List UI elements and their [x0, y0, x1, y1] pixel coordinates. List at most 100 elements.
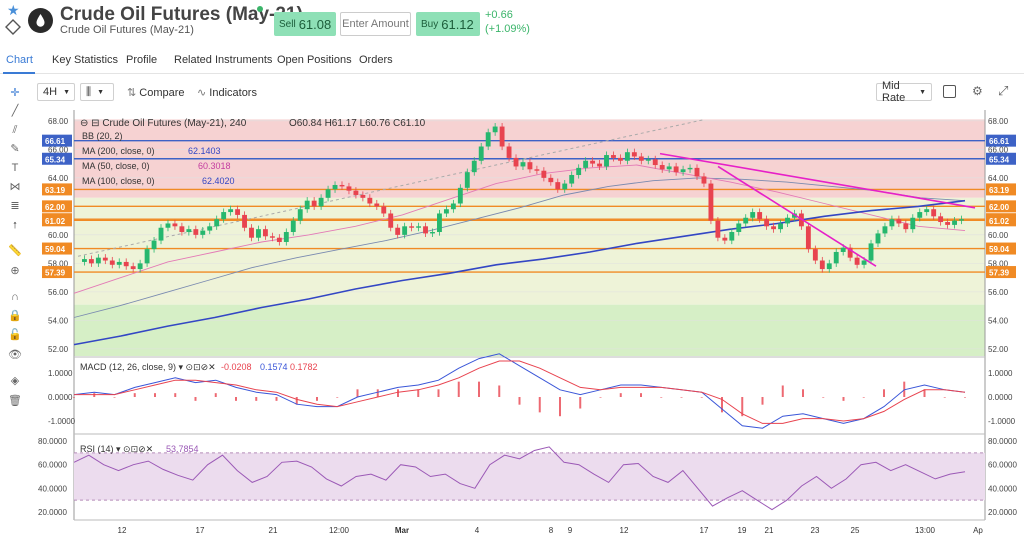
tab-chart[interactable]: Chart	[6, 54, 33, 66]
fullscreen-icon[interactable]: ⤢	[998, 83, 1009, 98]
macd-axis-right-label: 1.0000	[988, 369, 1013, 378]
arrow-up-icon[interactable]: ↑	[12, 219, 18, 231]
buy-label: Buy	[421, 18, 439, 30]
macd-histogram-bar	[781, 385, 784, 397]
price-badge-right-label: 61.02	[989, 217, 1010, 226]
macd-histogram-bar	[883, 389, 885, 397]
buy-button[interactable]: Buy 61.12	[416, 12, 480, 36]
candle-body	[339, 184, 345, 187]
pencil-icon[interactable]: ✎	[10, 143, 20, 155]
macd-histogram-bar	[842, 397, 845, 401]
price-badge-right	[986, 152, 1016, 165]
price-axis-left-label: 64.00	[48, 174, 69, 183]
candle-body	[583, 160, 589, 168]
candle-body	[736, 223, 742, 233]
price-axis-left-label: 54.00	[48, 316, 69, 325]
tab-profile[interactable]: Profile	[126, 54, 158, 66]
chart-type-select[interactable]: ⫼ ▼	[80, 83, 114, 101]
ma50-line	[73, 164, 966, 294]
macd-value-1: -0.0208	[221, 362, 252, 372]
macd-histogram-bar	[619, 393, 622, 397]
chart-toolbar: 4H ▼ ⫼ ▼ ⇅ Compare ∿ Indicators Mid Rate…	[30, 80, 1024, 104]
candle-body	[506, 146, 512, 158]
tab-bar: Chart Key Statistics Profile Related Ins…	[0, 46, 1024, 74]
x-axis-label: 21	[269, 526, 278, 535]
macd-histogram-bar	[356, 389, 359, 397]
x-axis-label: 25	[851, 526, 860, 535]
pattern-icon[interactable]: ⋈	[9, 181, 21, 193]
amount-input[interactable]: Enter Amount	[340, 12, 411, 36]
crosshair-icon[interactable]: ✛	[10, 87, 20, 99]
sell-button[interactable]: Sell 61.08	[274, 12, 336, 36]
candle-body	[659, 165, 665, 170]
candle-body	[200, 230, 206, 235]
candle-body	[597, 163, 602, 167]
tab-related-instruments[interactable]: Related Instruments	[174, 54, 273, 66]
change-absolute: +0.66	[485, 9, 513, 21]
price-badge-left-label: 66.61	[45, 137, 66, 146]
price-badge-left	[42, 214, 72, 227]
snapshot-icon[interactable]	[943, 85, 956, 98]
candle-body	[624, 152, 630, 161]
lock-draw-icon[interactable]: 🔒	[8, 310, 22, 322]
candle-body	[562, 183, 568, 190]
candle-body	[478, 146, 484, 161]
price-mode-select[interactable]: Mid Rate ▼	[876, 80, 932, 104]
trash-icon[interactable]: 🗑	[8, 395, 22, 407]
rsi-legend: RSI (14) ▾ ⊙⊡⊘✕	[80, 444, 153, 454]
sell-price: 61.08	[298, 16, 332, 32]
candle-body	[673, 166, 679, 173]
timeframe-select[interactable]: 4H ▼	[37, 83, 75, 101]
bb-legend: BB (20, 2)	[82, 131, 123, 141]
macd-axis-left-label: 1.0000	[48, 369, 73, 378]
ruler-icon[interactable]: 📏	[8, 245, 22, 257]
candle-body	[186, 229, 192, 233]
candle-body	[235, 209, 241, 215]
eye-icon[interactable]: 👁	[8, 349, 22, 361]
channel-icon[interactable]: ⫽	[12, 124, 18, 136]
support-zone	[74, 304, 985, 356]
tab-orders[interactable]: Orders	[359, 54, 393, 66]
candle-body	[109, 260, 115, 265]
macd-histogram-bar	[640, 393, 642, 397]
candle-body	[395, 227, 401, 235]
x-axis-label: Mar	[395, 526, 409, 535]
macd-histogram-bar	[700, 397, 703, 398]
candle-body	[388, 213, 394, 228]
trendline-icon[interactable]: ╱	[11, 105, 19, 117]
candle-body	[457, 187, 463, 204]
fibonacci-icon[interactable]: ≣	[10, 200, 20, 212]
macd-axis-right-label: -1.0000	[988, 417, 1016, 426]
zoom-icon[interactable]: ⊕	[10, 265, 20, 277]
unlock-icon[interactable]: 🔓	[8, 329, 22, 341]
macd-histogram-bar	[437, 389, 440, 397]
candle-body	[652, 159, 658, 166]
x-axis-label: 21	[765, 526, 774, 535]
indicators-button[interactable]: ∿ Indicators	[197, 86, 257, 99]
price-axis-right-label: 54.00	[988, 316, 1009, 325]
instrument-header: ★ Crude Oil Futures (May-21) Crude Oil F…	[0, 0, 1024, 44]
gear-icon[interactable]: ⚙	[972, 84, 983, 98]
candle-body	[367, 197, 373, 204]
price-axis-right-label: 58.00	[988, 259, 1009, 268]
candle-body	[764, 219, 770, 227]
candle-body	[130, 266, 136, 270]
compare-button[interactable]: ⇅ Compare	[127, 86, 185, 99]
text-tool-icon[interactable]: T	[11, 162, 19, 174]
candle-body	[430, 232, 435, 234]
macd-histogram-bar	[862, 397, 865, 398]
layers-icon[interactable]: ◈	[10, 375, 20, 387]
tab-key-statistics[interactable]: Key Statistics	[52, 54, 119, 66]
price-mode-value: Mid Rate	[882, 80, 906, 104]
candle-body	[207, 226, 213, 231]
tab-open-positions[interactable]: Open Positions	[277, 54, 352, 66]
favorite-star-icon[interactable]: ★	[7, 2, 20, 18]
rsi-axis-left-label: 80.0000	[38, 437, 67, 446]
macd-axis-right-label: 0.0000	[988, 393, 1013, 402]
candle-body	[82, 259, 87, 262]
chevron-down-icon: ▼	[919, 88, 926, 96]
magnet-icon[interactable]: ∩	[11, 291, 19, 303]
candle-body	[513, 157, 519, 167]
candle-body	[297, 209, 303, 221]
